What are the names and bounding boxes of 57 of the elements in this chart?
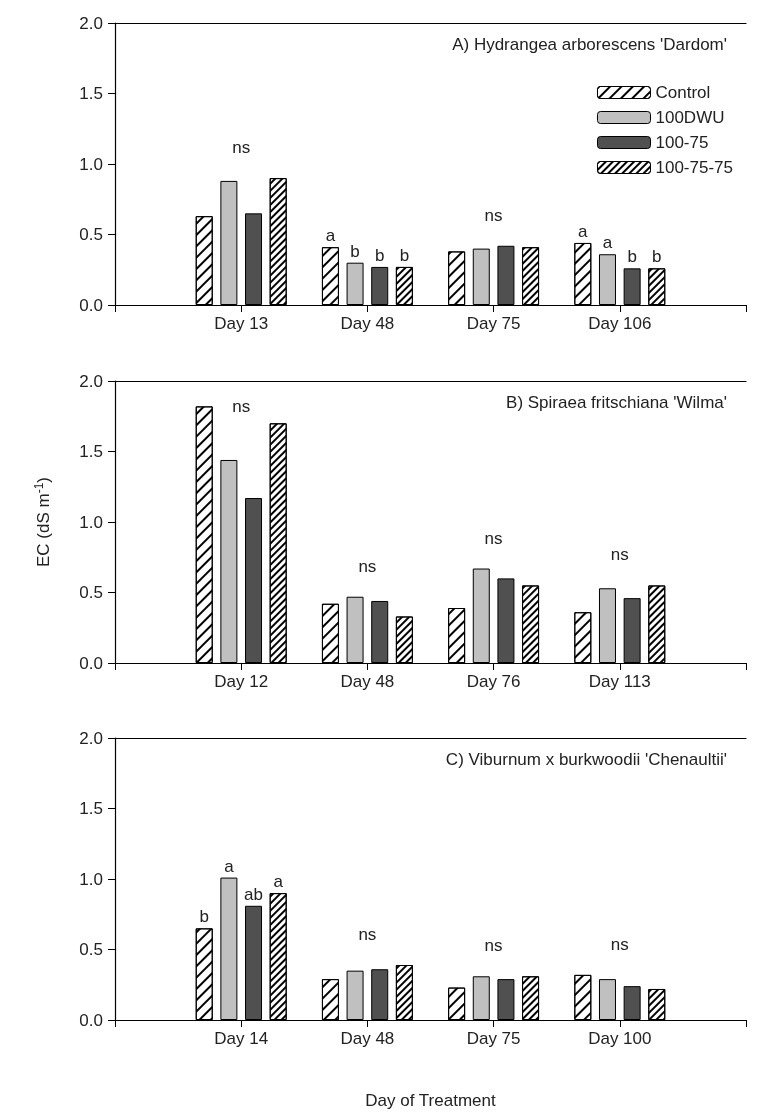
y-tick-label: 2.0 (79, 371, 103, 391)
legend-label: 100DWU (655, 108, 725, 127)
y-tick-label: 0.0 (79, 653, 103, 673)
text: B) Spiraea fritschiana 'Wilma' (506, 393, 727, 412)
annotation: ns (232, 397, 251, 416)
y-tick-label: 0.5 (79, 225, 103, 244)
legend-label: 100-75-75 (655, 158, 734, 177)
y-tick-label: 2.0 (79, 13, 103, 33)
text: C) Viburnum x burkwoodii 'Chenaultii' (445, 750, 727, 769)
x-tick-label: Day 106 (588, 314, 652, 333)
data-label: b (627, 247, 637, 267)
data-label: b (350, 241, 360, 261)
annotation: ns (610, 934, 629, 954)
y-axis-title: EC (dS m-1) (32, 476, 53, 568)
x-tick-label: Day 75 (466, 1029, 521, 1048)
x-tick-label: Day 14 (214, 1029, 269, 1048)
x-tick-label: Day 48 (340, 672, 395, 691)
x-tick-label: Day 48 (340, 1029, 395, 1048)
y-tick-label: 0.5 (79, 583, 103, 602)
y-tick-label: 1.0 (79, 869, 103, 889)
x-tick-label: Day 48 (340, 314, 395, 333)
y-tick-label: 2.0 (79, 728, 103, 748)
x-tick-label: Day 13 (214, 314, 269, 333)
data-label: a (224, 856, 235, 876)
data-label: b (399, 245, 410, 265)
annotation: ns (358, 925, 377, 945)
annotation: ns (358, 556, 377, 576)
annotation: ns (484, 936, 503, 956)
text: A) Hydrangea arborescens 'Dardom' (452, 35, 727, 54)
x-tick-label: Day 75 (466, 314, 521, 333)
x-tick-label: Day 100 (588, 1029, 652, 1048)
y-tick-label: 0.0 (79, 295, 103, 315)
data-label: b (374, 245, 385, 265)
annotation: ns (232, 138, 251, 158)
y-tick-label: 1.0 (79, 512, 103, 532)
data-label: a (602, 233, 613, 253)
data-label: a (578, 221, 589, 241)
x-axis-title: Day of Treatment (365, 1091, 496, 1110)
y-tick-label: 1.5 (79, 442, 103, 461)
annotation: ns (484, 205, 503, 225)
y-tick-label: 1.0 (79, 154, 103, 174)
data-label: b (199, 907, 209, 927)
annotation: ns (610, 545, 629, 565)
x-tick-label: Day 76 (466, 672, 521, 691)
y-tick-label: 0.0 (79, 1010, 103, 1030)
y-tick-label: 1.5 (79, 799, 103, 818)
data-label: a (325, 226, 336, 246)
data-label: b (652, 247, 662, 267)
y-tick-label: 1.5 (79, 84, 103, 103)
y-tick-label: 0.5 (79, 940, 103, 959)
legend-label: 100-75 (655, 133, 709, 152)
data-label: a (273, 872, 284, 892)
data-label: ab (244, 884, 263, 904)
x-tick-label: Day 12 (214, 672, 269, 691)
legend-label: Control (655, 83, 711, 102)
x-tick-label: Day 113 (588, 672, 651, 691)
annotation: ns (484, 528, 503, 548)
